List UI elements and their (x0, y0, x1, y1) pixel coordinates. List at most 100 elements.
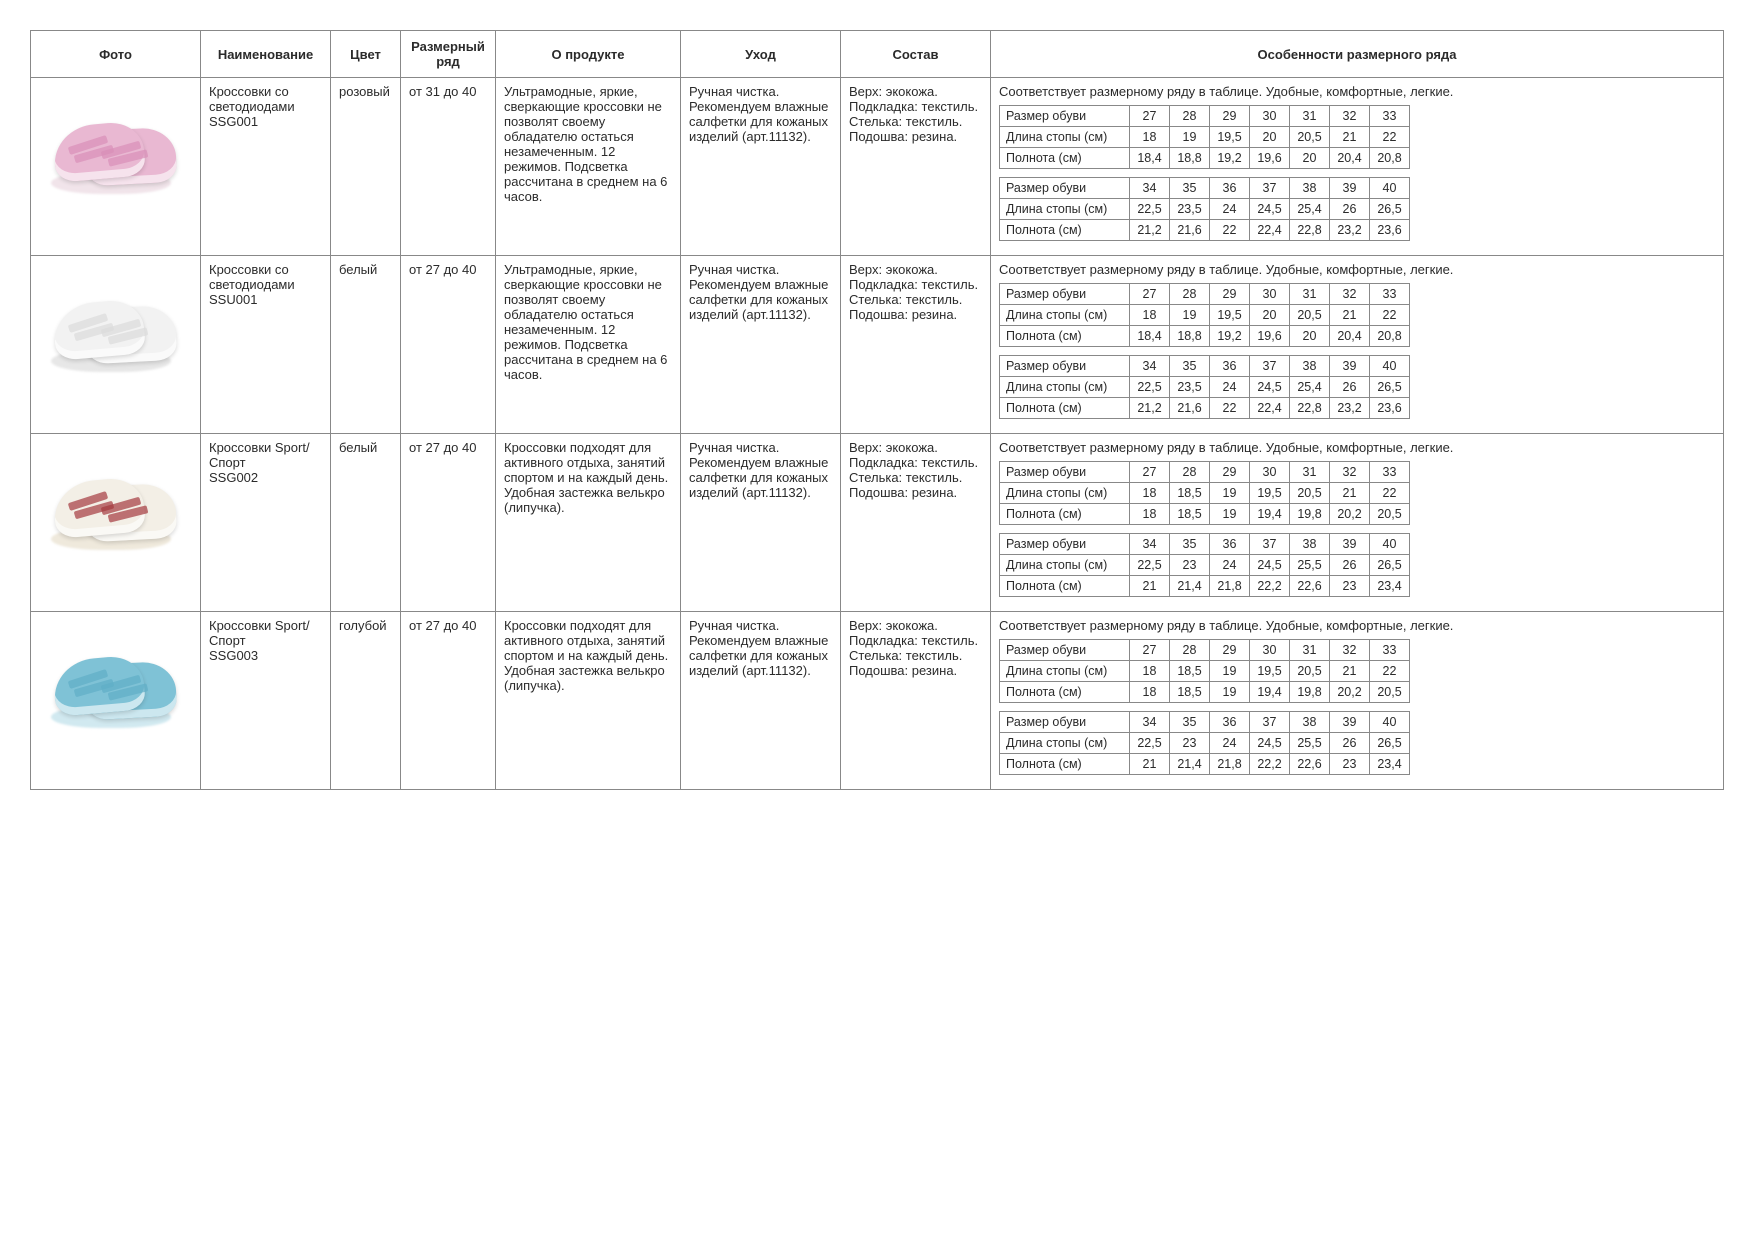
cell-features: Соответствует размерному ряду в таблице.… (991, 78, 1724, 256)
size-cell: 21 (1330, 127, 1370, 148)
size-cell: 19 (1210, 661, 1250, 682)
cell-photo (31, 256, 201, 434)
features-note: Соответствует размерному ряду в таблице.… (999, 84, 1715, 99)
size-cell: 30 (1250, 640, 1290, 661)
size-cell: 24,5 (1250, 733, 1290, 754)
cell-about: Ультрамодные, яркие, сверкающие кроссовк… (496, 256, 681, 434)
size-cell: 27 (1130, 462, 1170, 483)
size-cell: 32 (1330, 106, 1370, 127)
size-cell: 24,5 (1250, 199, 1290, 220)
cell-composition: Верх: экокожа. Подкладка: текстиль. Стел… (841, 434, 991, 612)
size-row-label: Длина стопы (см) (1000, 199, 1130, 220)
cell-name: Кроссовки со светодиодами SSG001 (201, 78, 331, 256)
size-cell: 18,5 (1170, 504, 1210, 525)
size-row-label: Размер обуви (1000, 462, 1130, 483)
size-cell: 37 (1250, 534, 1290, 555)
size-cell: 38 (1290, 712, 1330, 733)
th-name: Наименование (201, 31, 331, 78)
size-cell: 23,5 (1170, 377, 1210, 398)
size-cell: 29 (1210, 284, 1250, 305)
size-row-label: Полнота (см) (1000, 754, 1130, 775)
size-row-label: Длина стопы (см) (1000, 377, 1130, 398)
size-row-label: Полнота (см) (1000, 220, 1130, 241)
size-cell: 24 (1210, 555, 1250, 576)
size-cell: 30 (1250, 106, 1290, 127)
size-row-label: Длина стопы (см) (1000, 305, 1130, 326)
size-cell: 25,5 (1290, 733, 1330, 754)
size-cell: 29 (1210, 640, 1250, 661)
size-cell: 18,5 (1170, 661, 1210, 682)
size-row-label: Размер обуви (1000, 106, 1130, 127)
cell-name: Кроссовки со светодиодами SSU001 (201, 256, 331, 434)
size-cell: 18,5 (1170, 682, 1210, 703)
size-cell: 22,2 (1250, 576, 1290, 597)
size-row-label: Длина стопы (см) (1000, 127, 1130, 148)
cell-range: от 27 до 40 (401, 612, 496, 790)
size-cell: 19 (1170, 305, 1210, 326)
size-cell: 21,4 (1170, 576, 1210, 597)
cell-name: Кроссовки Sport/Спорт SSG003 (201, 612, 331, 790)
cell-features: Соответствует размерному ряду в таблице.… (991, 434, 1724, 612)
size-cell: 22,8 (1290, 398, 1330, 419)
size-cell: 23 (1170, 555, 1210, 576)
cell-range: от 27 до 40 (401, 434, 496, 612)
size-cell: 26,5 (1370, 199, 1410, 220)
size-row-label: Полнота (см) (1000, 504, 1130, 525)
size-cell: 25,5 (1290, 555, 1330, 576)
size-table: Размер обуви27282930313233Длина стопы (с… (999, 461, 1410, 525)
size-cell: 22,6 (1290, 576, 1330, 597)
product-photo (46, 84, 186, 204)
size-cell: 23,2 (1330, 398, 1370, 419)
cell-range: от 27 до 40 (401, 256, 496, 434)
size-cell: 33 (1370, 106, 1410, 127)
size-row-label: Размер обуви (1000, 712, 1130, 733)
size-cell: 31 (1290, 284, 1330, 305)
size-cell: 22 (1370, 305, 1410, 326)
size-cell: 37 (1250, 356, 1290, 377)
size-row-label: Размер обуви (1000, 284, 1130, 305)
size-cell: 18,8 (1170, 148, 1210, 169)
size-cell: 22,2 (1250, 754, 1290, 775)
size-cell: 29 (1210, 106, 1250, 127)
size-cell: 34 (1130, 356, 1170, 377)
size-cell: 20,4 (1330, 148, 1370, 169)
size-cell: 40 (1370, 712, 1410, 733)
size-cell: 38 (1290, 178, 1330, 199)
size-cell: 26,5 (1370, 555, 1410, 576)
size-cell: 21,2 (1130, 398, 1170, 419)
size-cell: 23 (1170, 733, 1210, 754)
size-cell: 27 (1130, 640, 1170, 661)
size-row-label: Длина стопы (см) (1000, 555, 1130, 576)
size-cell: 21 (1330, 661, 1370, 682)
size-cell: 18 (1130, 661, 1170, 682)
table-row: Кроссовки Sport/Спорт SSG002белыйот 27 д… (31, 434, 1724, 612)
size-table: Размер обуви34353637383940Длина стопы (с… (999, 711, 1410, 775)
size-cell: 33 (1370, 640, 1410, 661)
size-cell: 23 (1330, 754, 1370, 775)
size-cell: 38 (1290, 356, 1330, 377)
size-cell: 21 (1330, 305, 1370, 326)
th-care: Уход (681, 31, 841, 78)
size-cell: 26 (1330, 377, 1370, 398)
cell-features: Соответствует размерному ряду в таблице.… (991, 256, 1724, 434)
size-cell: 22,8 (1290, 220, 1330, 241)
size-cell: 18 (1130, 483, 1170, 504)
size-table: Размер обуви34353637383940Длина стопы (с… (999, 177, 1410, 241)
size-cell: 18,4 (1130, 148, 1170, 169)
size-cell: 28 (1170, 106, 1210, 127)
th-about: О продукте (496, 31, 681, 78)
size-cell: 19,5 (1210, 305, 1250, 326)
size-cell: 19,2 (1210, 326, 1250, 347)
size-cell: 19,5 (1210, 127, 1250, 148)
size-cell: 32 (1330, 284, 1370, 305)
size-cell: 18 (1130, 127, 1170, 148)
size-row-label: Размер обуви (1000, 534, 1130, 555)
size-cell: 20 (1250, 305, 1290, 326)
size-cell: 20 (1290, 148, 1330, 169)
size-cell: 19,6 (1250, 326, 1290, 347)
features-note: Соответствует размерному ряду в таблице.… (999, 262, 1715, 277)
size-cell: 36 (1210, 534, 1250, 555)
size-cell: 22 (1370, 127, 1410, 148)
size-cell: 24,5 (1250, 555, 1290, 576)
cell-features: Соответствует размерному ряду в таблице.… (991, 612, 1724, 790)
